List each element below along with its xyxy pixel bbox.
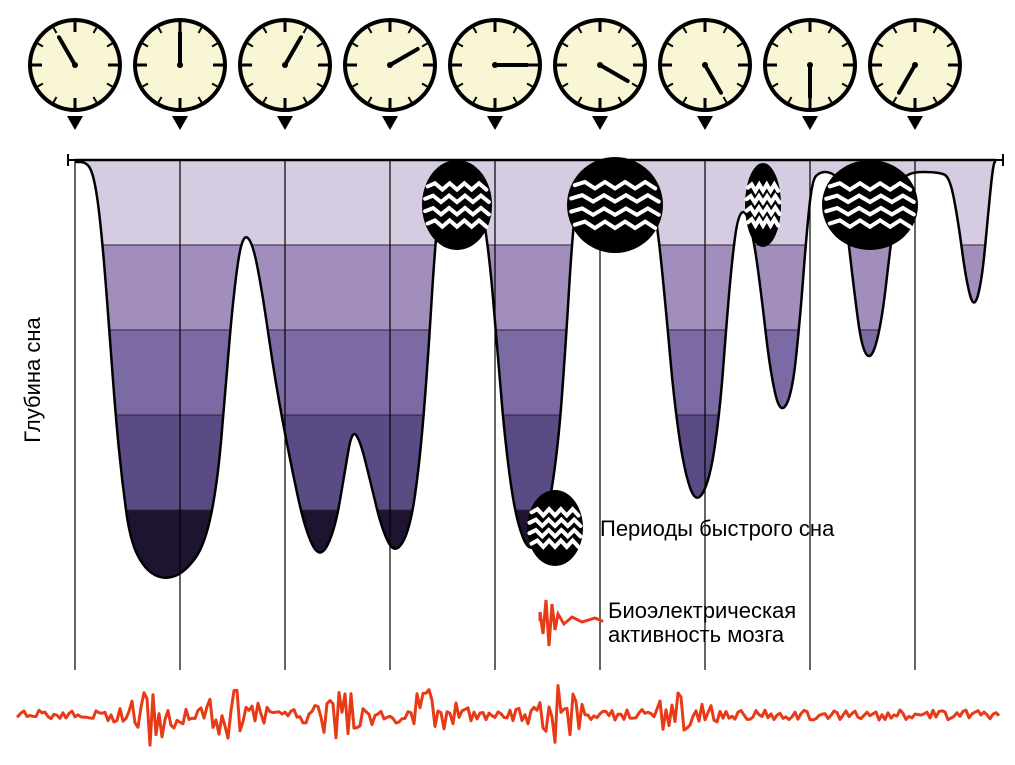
rem-blob-icon bbox=[422, 160, 492, 250]
rem-blob-icon bbox=[527, 490, 583, 566]
legend-eeg-label-1: Биоэлектрическая bbox=[608, 598, 796, 623]
legend-eeg-label-2: активность мозга bbox=[608, 622, 785, 647]
legend-rem-label: Периоды быстрого сна bbox=[600, 516, 835, 541]
rem-blob-icon bbox=[822, 160, 918, 250]
rem-blob-icon bbox=[745, 163, 781, 247]
y-axis-label: Глубина сна bbox=[20, 316, 45, 442]
rem-blob-icon bbox=[567, 157, 663, 253]
